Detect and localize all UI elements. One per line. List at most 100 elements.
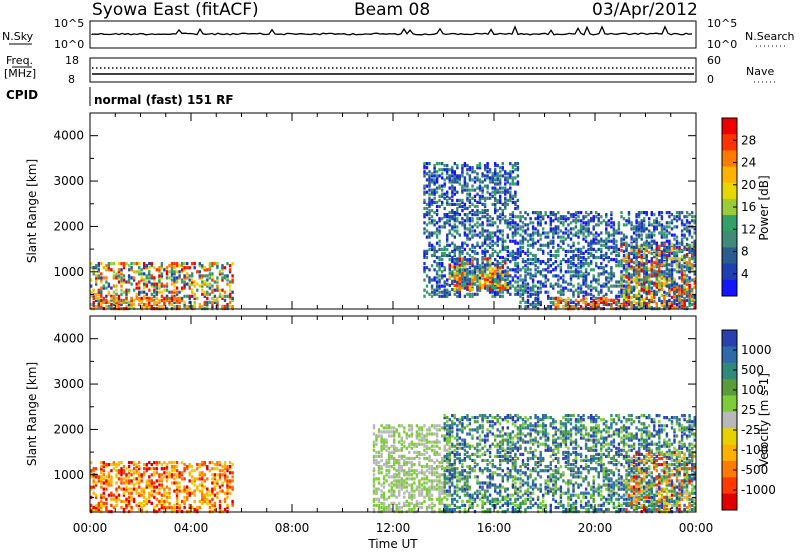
heatmap-cell [456, 178, 459, 182]
heatmap-cell [531, 245, 535, 249]
heatmap-cell [456, 211, 459, 215]
heatmap-cell [441, 501, 444, 505]
heatmap-cell [668, 306, 671, 310]
heatmap-cell [514, 227, 517, 231]
heatmap-cell [420, 471, 424, 475]
heatmap-cell [178, 304, 181, 309]
heatmap-cell [423, 166, 426, 170]
heatmap-cell [448, 178, 451, 182]
heatmap-cell [552, 241, 555, 245]
heatmap-cell [511, 213, 515, 217]
heatmap-cell [441, 192, 444, 196]
heatmap-cell [438, 428, 441, 432]
heatmap-cell [466, 184, 469, 188]
heatmap-cell [221, 294, 224, 298]
heatmap-cell [466, 237, 469, 241]
heatmap-cell [451, 233, 454, 237]
heatmap-cell [491, 190, 494, 194]
heatmap-cell [496, 176, 499, 180]
heatmap-cell [579, 251, 583, 255]
heatmap-cell [110, 477, 113, 481]
heatmap-cell [567, 211, 570, 215]
heatmap-cell [198, 473, 201, 477]
heatmap-cell [655, 255, 658, 259]
heatmap-cell [471, 292, 474, 296]
heatmap-cell [110, 262, 113, 266]
heatmap-cell [685, 211, 689, 215]
heatmap-cell [382, 438, 386, 442]
heatmap-cell [223, 304, 227, 309]
heatmap-cell [163, 471, 166, 475]
heatmap-cell [218, 505, 222, 510]
heatmap-cell [549, 282, 552, 286]
heatmap-cell [441, 262, 444, 266]
heatmap-cell [562, 290, 565, 294]
heatmap-cell [375, 442, 378, 446]
heatmap-cell [420, 438, 424, 442]
heatmap-cell [569, 298, 573, 302]
heatmap-cell [213, 477, 217, 481]
heatmap-cell [590, 268, 593, 272]
heatmap-cell [496, 172, 499, 176]
heatmap-cell [112, 298, 116, 302]
heatmap-cell [122, 487, 126, 491]
heatmap-cell [380, 471, 383, 475]
heatmap-cell [564, 300, 568, 304]
heatmap-cell [648, 284, 651, 288]
heatmap-cell [637, 253, 641, 257]
heatmap-cell [569, 276, 573, 280]
heatmap-cell [385, 424, 388, 428]
heatmap-cell [193, 499, 196, 503]
heatmap-cell [665, 279, 669, 283]
heatmap-cell [557, 211, 560, 215]
heatmap-cell [491, 180, 494, 184]
heatmap-cell [504, 190, 507, 194]
heatmap-cell [514, 202, 517, 206]
heatmap-cell [466, 292, 469, 296]
heatmap-cell [178, 505, 181, 510]
heatmap-cell [524, 282, 527, 286]
heatmap-cell [569, 231, 573, 235]
heatmap-cell [132, 497, 136, 501]
heatmap-cell [559, 239, 563, 243]
heatmap-cell [132, 467, 136, 471]
colorbar-tick-label: 12 [741, 222, 756, 236]
heatmap-cell [387, 456, 391, 461]
heatmap-cell [430, 481, 434, 485]
heatmap-cell [478, 283, 482, 287]
heatmap-cell [675, 245, 679, 249]
heatmap-cell [678, 262, 681, 266]
heatmap-cell [691, 287, 694, 291]
heatmap-cell [665, 267, 669, 271]
heatmap-cell [473, 249, 477, 253]
heatmap-cell [380, 493, 383, 497]
heatmap-cell [483, 281, 487, 285]
heatmap-cell [587, 227, 590, 231]
heatmap-cell [547, 290, 550, 294]
heatmap-cell [632, 306, 636, 310]
heatmap-cell [130, 491, 133, 495]
heatmap-cell [473, 176, 477, 180]
heatmap-cell [658, 231, 661, 235]
heatmap-cell [486, 162, 489, 166]
heatmap-cell [663, 290, 666, 294]
heatmap-cell [372, 448, 376, 452]
heatmap-cell [458, 257, 461, 261]
heatmap-cell [625, 300, 628, 304]
heatmap-cell [186, 262, 189, 266]
heatmap-cell [132, 499, 136, 503]
heatmap-cell [673, 302, 676, 306]
heatmap-cell [173, 294, 176, 298]
heatmap-cell [635, 272, 638, 276]
heatmap-cell [456, 247, 459, 251]
heatmap-cell [423, 448, 426, 452]
heatmap-cell [170, 465, 174, 469]
heatmap-cell [110, 475, 113, 479]
heatmap-cell [398, 489, 401, 493]
heatmap-cell [415, 442, 419, 446]
heatmap-cell [504, 198, 507, 202]
heatmap-cell [572, 262, 575, 266]
heatmap-cell [105, 276, 108, 280]
heatmap-cell [587, 231, 590, 235]
heatmap-cell [693, 277, 696, 281]
